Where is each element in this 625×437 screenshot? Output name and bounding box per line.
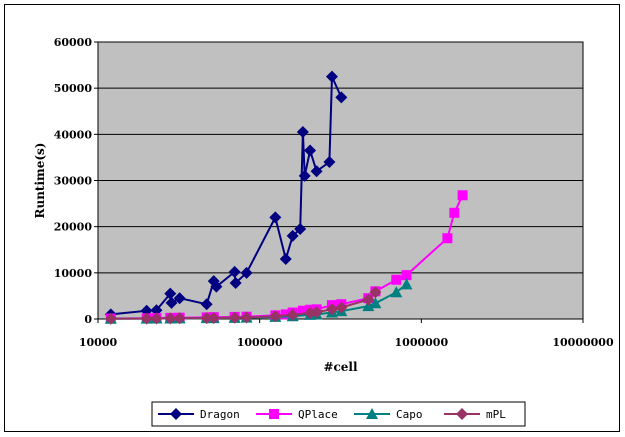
legend-label: mPL <box>486 408 506 421</box>
dragon-point <box>298 169 311 182</box>
y-axis-ticks: 0 10000 20000 30000 40000 50000 60000 <box>54 36 98 326</box>
gridlines <box>98 41 583 274</box>
legend-item-dragon: Dragon <box>158 408 240 421</box>
y-tick-label: 40000 <box>54 128 93 141</box>
x-tick-label: 10000 <box>79 336 118 349</box>
dragon-point <box>310 165 323 178</box>
dragon-point <box>325 70 338 83</box>
series-mpl <box>104 286 382 325</box>
x-axis-title: #cell <box>323 360 358 374</box>
capo-point <box>369 297 382 309</box>
dragon-point <box>173 292 186 305</box>
mpl-point <box>335 301 348 314</box>
mpl-point <box>164 312 177 325</box>
y-axis-title: Runtime(s) <box>33 143 47 219</box>
dragon-point <box>335 91 348 104</box>
mpl-point <box>207 311 220 324</box>
dragon-point <box>286 229 299 242</box>
mpl-point <box>310 306 323 319</box>
dragon-point <box>294 222 307 235</box>
qplace-point <box>449 207 460 218</box>
legend-item-qplace: QPlace <box>256 408 338 421</box>
mpl-point <box>140 312 153 325</box>
mpl-point <box>173 312 186 325</box>
y-tick-label: 60000 <box>54 36 93 49</box>
mpl-point <box>228 311 241 324</box>
dragon-point <box>269 211 282 224</box>
x-tick-label: 100000 <box>237 336 283 349</box>
qplace-point <box>391 274 402 285</box>
dragon-point <box>240 266 253 279</box>
dragon-point <box>228 265 241 278</box>
legend-swatch-marker <box>269 409 279 419</box>
x-tick-label: 10000000 <box>552 336 614 349</box>
qplace-point <box>457 190 468 201</box>
mpl-point <box>325 303 338 316</box>
series-layer <box>104 70 468 325</box>
y-tick-label: 20000 <box>54 221 93 234</box>
x-tick-label: 1000000 <box>395 336 449 349</box>
legend-item-capo: Capo <box>354 408 423 421</box>
legend-label: QPlace <box>298 408 338 421</box>
legend-swatch-marker <box>170 408 182 420</box>
legend: Dragon QPlace Capo mPL <box>151 401 526 427</box>
mpl-point <box>369 286 382 299</box>
dragon-point <box>164 287 177 300</box>
qplace-point <box>297 305 308 316</box>
capo-point <box>390 286 403 298</box>
y-tick-label: 10000 <box>54 267 93 280</box>
legend-swatch-marker <box>366 408 378 419</box>
dragon-point <box>165 296 178 309</box>
dragon-point <box>296 126 309 139</box>
qplace-point <box>401 270 412 281</box>
mpl-point <box>286 308 299 321</box>
dragon-point <box>210 280 223 293</box>
mpl-point <box>269 310 282 323</box>
mpl-point <box>362 293 375 306</box>
mpl-point <box>150 312 163 325</box>
mpl-point <box>240 311 253 324</box>
mpl-point <box>200 312 213 325</box>
y-tick-label: 50000 <box>54 82 93 95</box>
dragon-point <box>200 298 213 311</box>
legend-label: Capo <box>396 408 423 421</box>
dragon-point <box>323 156 336 169</box>
legend-item-mpl: mPL <box>444 408 506 421</box>
x-axis-ticks: 10000 100000 1000000 10000000 <box>79 319 614 349</box>
capo-point <box>400 278 413 290</box>
y-tick-label: 0 <box>84 313 92 326</box>
qplace-point <box>442 233 453 244</box>
dragon-point <box>229 276 242 289</box>
mpl-point <box>104 312 117 325</box>
legend-swatch-marker <box>456 408 468 420</box>
legend-label: Dragon <box>200 408 240 421</box>
dragon-point <box>304 144 317 157</box>
y-tick-label: 30000 <box>54 175 93 188</box>
dragon-point <box>279 252 292 265</box>
